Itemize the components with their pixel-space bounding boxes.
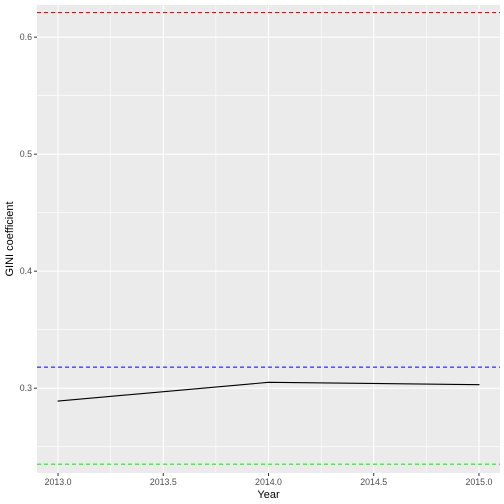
data-point bbox=[57, 400, 59, 402]
series-layer bbox=[57, 381, 480, 402]
data-point bbox=[267, 381, 270, 383]
major-gridlines bbox=[37, 5, 500, 473]
x-tick-label: 2013.5 bbox=[150, 477, 177, 487]
x-axis-title: Year bbox=[257, 489, 280, 501]
x-axis: 2013.0 2013.5 2014.0 2014.5 2015.0 bbox=[45, 473, 493, 487]
x-tick-label: 2015.0 bbox=[466, 477, 493, 487]
y-axis-title: GINI coefficient bbox=[4, 202, 16, 277]
y-tick-label: 0.3 bbox=[20, 383, 32, 393]
y-tick-label: 0.4 bbox=[20, 266, 32, 276]
x-tick-label: 2014.5 bbox=[360, 477, 387, 487]
y-tick-label: 0.5 bbox=[20, 149, 32, 159]
reference-lines bbox=[37, 12, 500, 465]
x-tick-label: 2014.0 bbox=[255, 477, 282, 487]
data-point bbox=[478, 384, 480, 386]
y-axis: 0.3 0.4 0.5 0.6 bbox=[20, 32, 37, 393]
y-tick-label: 0.6 bbox=[20, 32, 32, 42]
x-tick-label: 2013.0 bbox=[45, 477, 72, 487]
